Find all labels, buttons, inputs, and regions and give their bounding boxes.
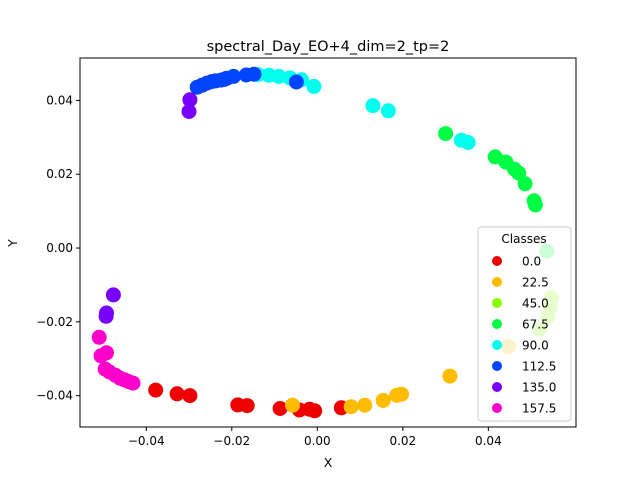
point-class-135-0-4	[98, 308, 114, 324]
point-class-0-0-0	[148, 382, 164, 398]
legend-label: 22.5	[522, 276, 549, 290]
legend-box	[477, 226, 572, 422]
legend-marker	[492, 319, 502, 329]
point-class-0-0-2	[182, 388, 198, 404]
point-class-22-5-1	[343, 399, 359, 415]
y-tick-label: −0.04	[36, 389, 73, 403]
point-class-135-0-1	[181, 104, 197, 119]
y-axis-label: Y	[5, 239, 20, 248]
chart-title: spectral_Day_EO+4_dim=2_tp=2	[207, 39, 450, 55]
legend-title: Classes	[501, 232, 546, 246]
point-class-0-0-8	[307, 403, 323, 419]
y-tick-label: −0.02	[36, 315, 73, 329]
point-class-22-5-0	[285, 397, 300, 413]
x-tick-label: −0.04	[128, 434, 165, 448]
y-axis: −0.04 −0.02 0.00 0.02 0.04	[36, 93, 80, 403]
point-class-90-0-2	[271, 68, 287, 84]
point-class-67-5-5	[517, 176, 533, 192]
point-class-90-0-6	[365, 98, 381, 114]
legend: Classes 0.0 22.5 45.0 67.5 90.0 112.5 135.0 157…	[477, 226, 572, 422]
legend-label: 0.0	[522, 255, 541, 269]
x-tick-label: 0.02	[389, 434, 416, 448]
legend-label: 157.5	[522, 402, 556, 416]
legend-items: 0.0 22.5 45.0 67.5 90.0 112.5 135.0 157.5	[492, 255, 556, 416]
point-class-90-0-9	[460, 135, 476, 150]
legend-label: 45.0	[522, 297, 549, 311]
legend-marker	[492, 298, 502, 308]
point-class-67-5-7	[527, 197, 543, 213]
point-class-22-5-6	[442, 368, 458, 384]
legend-label: 90.0	[522, 339, 549, 353]
y-tick-label: 0.00	[46, 241, 73, 255]
point-class-112-5-10	[246, 66, 262, 82]
x-axis: −0.04 −0.02 0.00 0.02 0.04	[128, 427, 502, 448]
point-class-90-0-5	[306, 78, 322, 94]
legend-label: 112.5	[522, 360, 556, 374]
point-class-0-0-1	[169, 386, 185, 402]
point-class-22-5-3	[375, 392, 391, 408]
legend-marker	[492, 382, 502, 392]
point-class-112-5-11	[288, 74, 304, 90]
point-class-67-5-0	[438, 126, 454, 142]
y-tick-label: 0.02	[46, 167, 73, 181]
point-class-135-0-2	[105, 287, 121, 303]
point-class-0-0-5	[272, 401, 288, 416]
y-tick-label: 0.04	[46, 93, 73, 107]
x-axis-label: X	[324, 455, 333, 470]
legend-marker	[492, 361, 502, 371]
x-tick-label: −0.02	[213, 434, 250, 448]
x-tick-label: 0.00	[304, 434, 331, 448]
point-class-135-0-0	[182, 92, 198, 108]
point-class-22-5-5	[394, 386, 409, 402]
point-class-157-5-0	[91, 329, 107, 345]
point-class-22-5-2	[357, 397, 373, 413]
legend-marker	[492, 340, 502, 350]
legend-marker	[492, 277, 502, 287]
point-class-157-5-9	[125, 375, 141, 391]
legend-marker	[492, 256, 502, 266]
point-class-90-0-7	[380, 103, 396, 119]
point-class-112-5-8	[226, 68, 241, 84]
legend-label: 67.5	[522, 318, 549, 332]
legend-marker	[492, 403, 502, 413]
legend-label: 135.0	[522, 381, 556, 395]
x-tick-label: 0.04	[475, 434, 502, 448]
point-class-0-0-4	[239, 398, 255, 414]
point-class-157-5-2	[99, 345, 114, 361]
